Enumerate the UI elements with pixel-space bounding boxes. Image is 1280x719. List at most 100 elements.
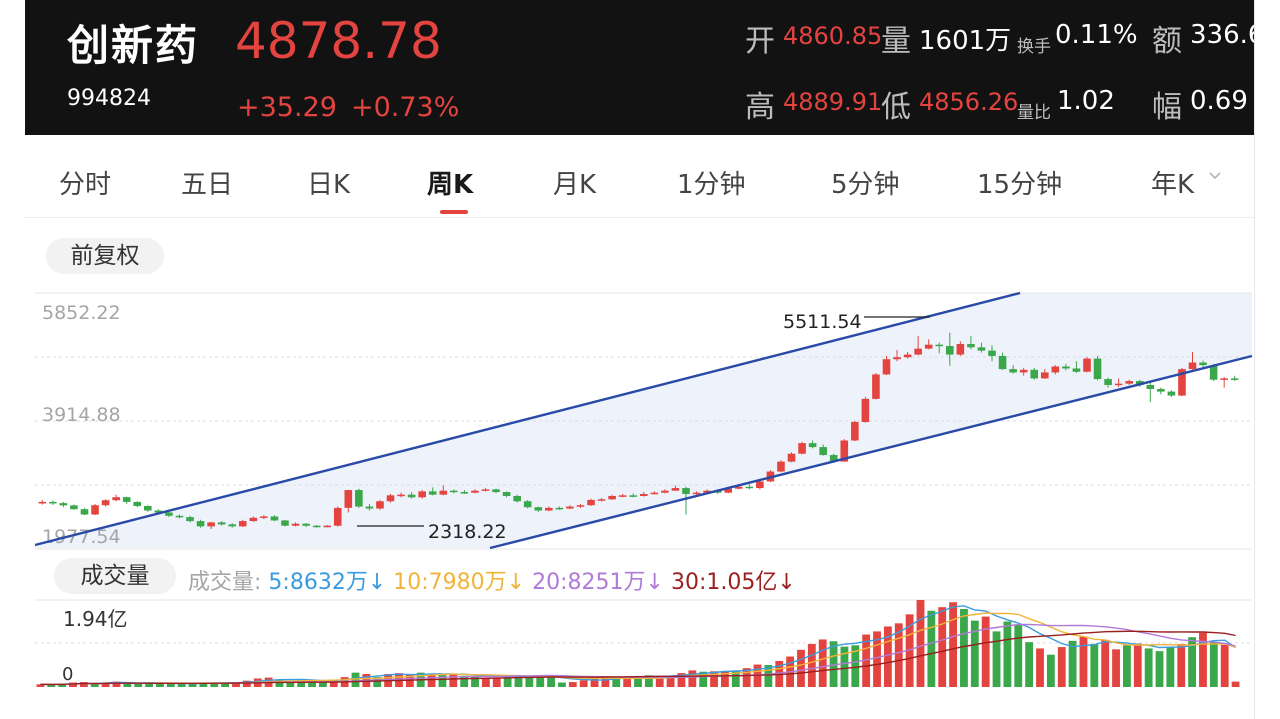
volume-bar xyxy=(547,677,555,687)
amount-label: 额 xyxy=(1152,24,1182,59)
candle xyxy=(1146,384,1155,389)
tab-daily-k[interactable]: 日K xyxy=(307,170,351,200)
volume-bar xyxy=(840,646,849,687)
candle xyxy=(661,490,669,493)
candle xyxy=(703,490,711,493)
candle xyxy=(502,492,511,496)
vol-ratio-label: 量比 xyxy=(1017,103,1051,123)
chevron-down-icon[interactable] xyxy=(1209,170,1221,182)
candle xyxy=(798,443,806,454)
volume-bar xyxy=(536,675,545,687)
tab-yearly-k[interactable]: 年K xyxy=(1151,170,1195,200)
candle xyxy=(956,344,965,355)
volume-bar xyxy=(568,682,577,687)
volume-bar xyxy=(471,676,479,687)
candle xyxy=(80,509,89,515)
candle xyxy=(260,516,268,518)
volume-bar xyxy=(742,668,751,687)
candle xyxy=(808,443,817,448)
volume-bar xyxy=(145,683,153,687)
candle xyxy=(1167,391,1176,396)
volume-bar xyxy=(242,680,251,687)
volume-bar xyxy=(481,678,490,687)
volume-bar xyxy=(1123,645,1131,687)
candle xyxy=(1135,381,1144,385)
volume-bar xyxy=(981,616,990,687)
channel-lower-line[interactable] xyxy=(489,354,1253,550)
volume-bar xyxy=(960,608,968,687)
volume-bar xyxy=(916,600,925,687)
volume-bar xyxy=(58,683,67,687)
candle xyxy=(829,455,838,462)
candle xyxy=(291,523,300,526)
tab-weekly-k[interactable]: 周K xyxy=(427,170,474,200)
vol-ratio-value: 1.02 xyxy=(1057,86,1115,116)
candle xyxy=(1093,358,1102,380)
volume-bar xyxy=(1209,642,1218,687)
candle xyxy=(597,499,606,501)
volume-bar xyxy=(525,677,534,687)
volume-legend: 成交量: 5:8632万↓ 10:7980万↓ 20:8251万↓ 30:1.0… xyxy=(188,564,796,596)
indicator-selector-button[interactable]: 成交量 xyxy=(54,558,176,594)
candle xyxy=(165,512,173,516)
candle xyxy=(682,488,690,494)
candle xyxy=(935,344,944,347)
candle xyxy=(186,517,194,522)
volume-bar xyxy=(438,673,447,687)
tab-5-minute[interactable]: 5分钟 xyxy=(831,170,900,200)
volume-bar xyxy=(655,676,664,687)
price-change: +35.29 xyxy=(237,92,337,123)
candle xyxy=(207,522,215,527)
amount-value: 336.6 xyxy=(1190,20,1254,50)
tab-15-minute[interactable]: 15分钟 xyxy=(977,170,1063,200)
volume-bar xyxy=(949,602,957,687)
volume-bar xyxy=(449,673,458,687)
candle xyxy=(281,520,289,526)
stock-name: 创新药 xyxy=(67,21,200,70)
candle xyxy=(439,490,448,495)
ma20-line xyxy=(40,623,1236,686)
candle xyxy=(1188,362,1197,370)
candle xyxy=(1178,369,1186,396)
candle xyxy=(587,499,595,506)
candle xyxy=(249,517,258,522)
candle xyxy=(893,357,901,360)
candle xyxy=(618,495,627,497)
volume-bar xyxy=(862,634,871,687)
candle xyxy=(344,490,353,508)
tab-five-day[interactable]: 五日 xyxy=(181,170,234,200)
candle xyxy=(671,488,680,491)
candle xyxy=(566,506,574,509)
candle xyxy=(1019,369,1028,373)
channel-upper-line[interactable] xyxy=(34,291,1021,547)
volume-bar xyxy=(634,676,642,687)
volume-bar xyxy=(807,643,816,687)
candle xyxy=(1157,388,1165,392)
tab-intraday[interactable]: 分时 xyxy=(59,170,112,200)
y-axis-label-mid: 3914.88 xyxy=(42,404,121,426)
volume-bar xyxy=(688,670,697,687)
tab-monthly-k[interactable]: 月K xyxy=(553,170,597,200)
volume-bar xyxy=(992,631,1001,687)
volume-bar xyxy=(101,682,110,687)
volume-value: 1601万 xyxy=(919,26,1012,56)
candle xyxy=(861,398,870,422)
volume-bar xyxy=(308,680,316,687)
candle xyxy=(428,491,437,495)
tab-1-minute[interactable]: 1分钟 xyxy=(677,170,746,200)
volume-bar xyxy=(699,671,708,687)
candle xyxy=(323,525,331,528)
volume-bar xyxy=(851,645,860,687)
candle xyxy=(312,525,321,528)
ma30-value: 30:1.05亿↓ xyxy=(670,570,796,595)
volume-bar xyxy=(166,683,175,687)
candle xyxy=(38,501,47,504)
candle xyxy=(228,524,237,527)
adjust-mode-button[interactable]: 前复权 xyxy=(46,238,164,274)
candle xyxy=(302,523,310,526)
candle xyxy=(692,492,701,495)
low-value: 4856.26 xyxy=(919,88,1019,116)
candle xyxy=(70,505,78,510)
volume-bar xyxy=(829,641,838,687)
